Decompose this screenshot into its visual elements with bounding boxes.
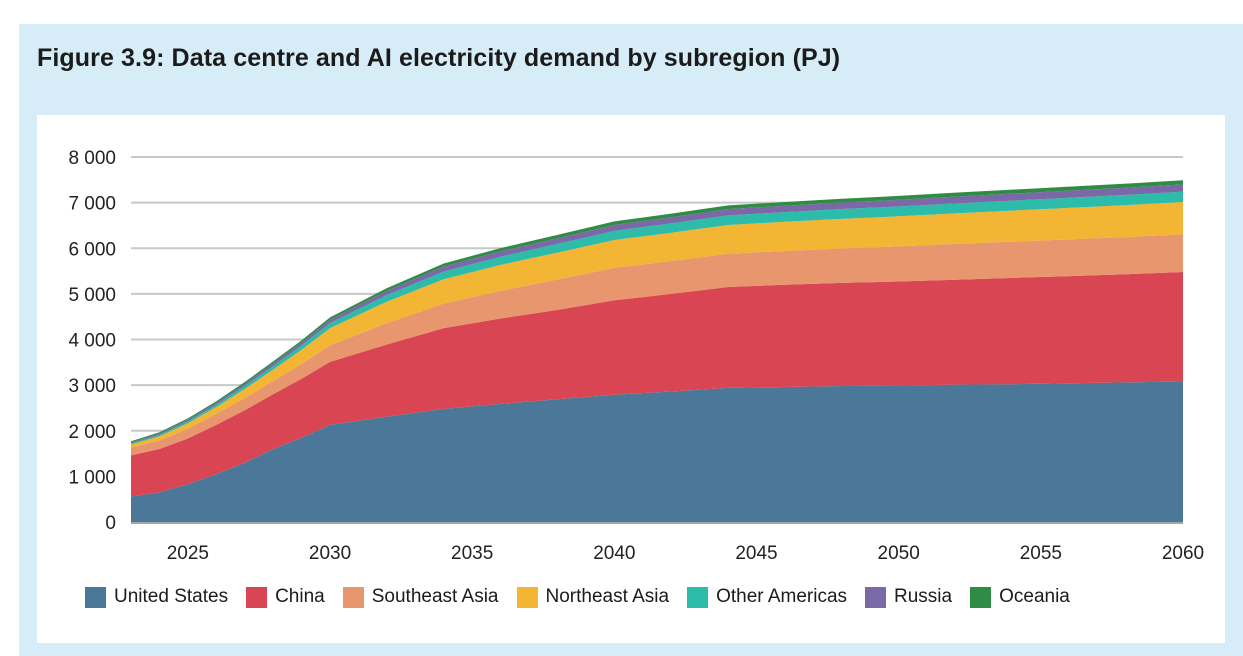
x-tick-label: 2060 — [1162, 543, 1204, 564]
area-series — [131, 180, 1183, 522]
legend-label: United States — [114, 586, 229, 607]
legend-label: Northeast Asia — [545, 586, 670, 607]
area-united-states — [131, 381, 1183, 522]
y-tick-label: 0 — [105, 513, 116, 534]
figure-title: Figure 3.9: Data centre and AI electrici… — [37, 44, 841, 72]
x-tick-label: 2030 — [309, 543, 351, 564]
axes: 0 1 000 2 000 3 000 4 000 5 000 6 000 7 000 8 00… — [68, 148, 1204, 564]
legend-label: Russia — [894, 586, 953, 607]
legend-swatch — [342, 586, 364, 608]
legend-item-northeast-asia: Northeast Asia — [516, 586, 670, 608]
x-tick-label: 2040 — [593, 543, 635, 564]
area-china — [131, 271, 1183, 497]
y-tick-label: 6 000 — [68, 239, 116, 260]
legend-swatch — [970, 586, 992, 608]
legend-item-other-americas: Other Americas — [687, 586, 847, 608]
legend-swatch — [246, 586, 268, 608]
area-other-americas — [131, 191, 1183, 445]
legend-item-united-states: United States — [85, 586, 228, 608]
y-tick-label: 7 000 — [68, 194, 116, 215]
area-northeast-asia — [131, 201, 1183, 448]
x-tick-label: 2045 — [735, 543, 777, 564]
legend-swatch — [865, 586, 887, 608]
x-tick-label: 2025 — [167, 543, 209, 564]
x-tick-label: 2055 — [1020, 543, 1062, 564]
x-tick-label: 2035 — [451, 543, 493, 564]
legend-item-russia: Russia — [865, 586, 952, 608]
stacked-area-chart: 0 1 000 2 000 3 000 4 000 5 000 6 000 7 000 8 00… — [68, 148, 1204, 564]
legend-swatch — [687, 586, 709, 608]
legend-swatch — [516, 586, 538, 608]
area-southeast-asia — [131, 234, 1183, 456]
y-tick-label: 1 000 — [68, 467, 116, 488]
legend-item-oceania: Oceania — [970, 586, 1070, 608]
legend-label: Oceania — [999, 586, 1070, 607]
legend-swatch — [85, 586, 106, 608]
legend-item-southeast-asia: Southeast Asia — [342, 586, 499, 608]
figure-panel: Figure 3.9: Data centre and AI electrici… — [19, 24, 1243, 656]
y-tick-label: 3 000 — [68, 376, 116, 397]
y-tick-label: 5 000 — [68, 285, 116, 306]
y-tick-label: 2 000 — [68, 422, 116, 443]
x-tick-label: 2050 — [878, 543, 920, 564]
legend-label: China — [275, 586, 325, 607]
legend-label: Other Americas — [716, 586, 848, 607]
legend-item-china: China — [246, 586, 325, 608]
legend-label: Southeast Asia — [371, 586, 499, 607]
chart-area: 0 1 000 2 000 3 000 4 000 5 000 6 000 7 000 8 00… — [37, 115, 1225, 643]
y-tick-label: 4 000 — [68, 331, 116, 352]
y-tick-label: 8 000 — [68, 148, 116, 169]
chart-legend: United States China Southeast Asia Northeas… — [85, 586, 1088, 608]
